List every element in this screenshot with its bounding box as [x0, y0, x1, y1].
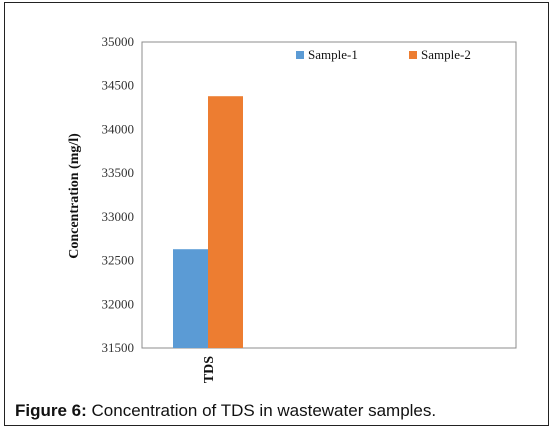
bar-sample-1-tds: [173, 249, 208, 348]
x-category-label: TDS: [202, 356, 217, 383]
caption-text: Concentration of TDS in wastewater sampl…: [91, 401, 437, 420]
figure-frame: 31500 32000 32500 33000 33500 34000 34500 35000…: [4, 2, 549, 426]
caption-label: Figure 6:: [15, 401, 87, 420]
y-tick-label: 31500: [102, 340, 135, 355]
figure-caption: Figure 6: Concentration of TDS in wastew…: [15, 401, 436, 421]
legend-swatch-sample-2: [409, 51, 417, 59]
legend-label-sample-2: Sample-2: [421, 47, 471, 62]
y-tick-label: 34000: [102, 121, 135, 136]
y-tick-label: 34500: [102, 78, 135, 93]
y-tick-label: 32000: [102, 296, 135, 311]
y-tick-label: 33500: [102, 165, 135, 180]
legend-swatch-sample-1: [296, 51, 304, 59]
y-tick-label: 33000: [102, 209, 135, 224]
y-tick-label: 32500: [102, 253, 135, 268]
bar-sample-2-tds: [208, 96, 243, 348]
bar-chart: 31500 32000 32500 33000 33500 34000 34500 35000…: [67, 34, 517, 383]
y-tick-label: 35000: [102, 34, 135, 49]
legend-label-sample-1: Sample-1: [308, 47, 358, 62]
y-axis-title: Concentration (mg/l): [67, 133, 82, 259]
plot-area-border: [141, 41, 517, 349]
